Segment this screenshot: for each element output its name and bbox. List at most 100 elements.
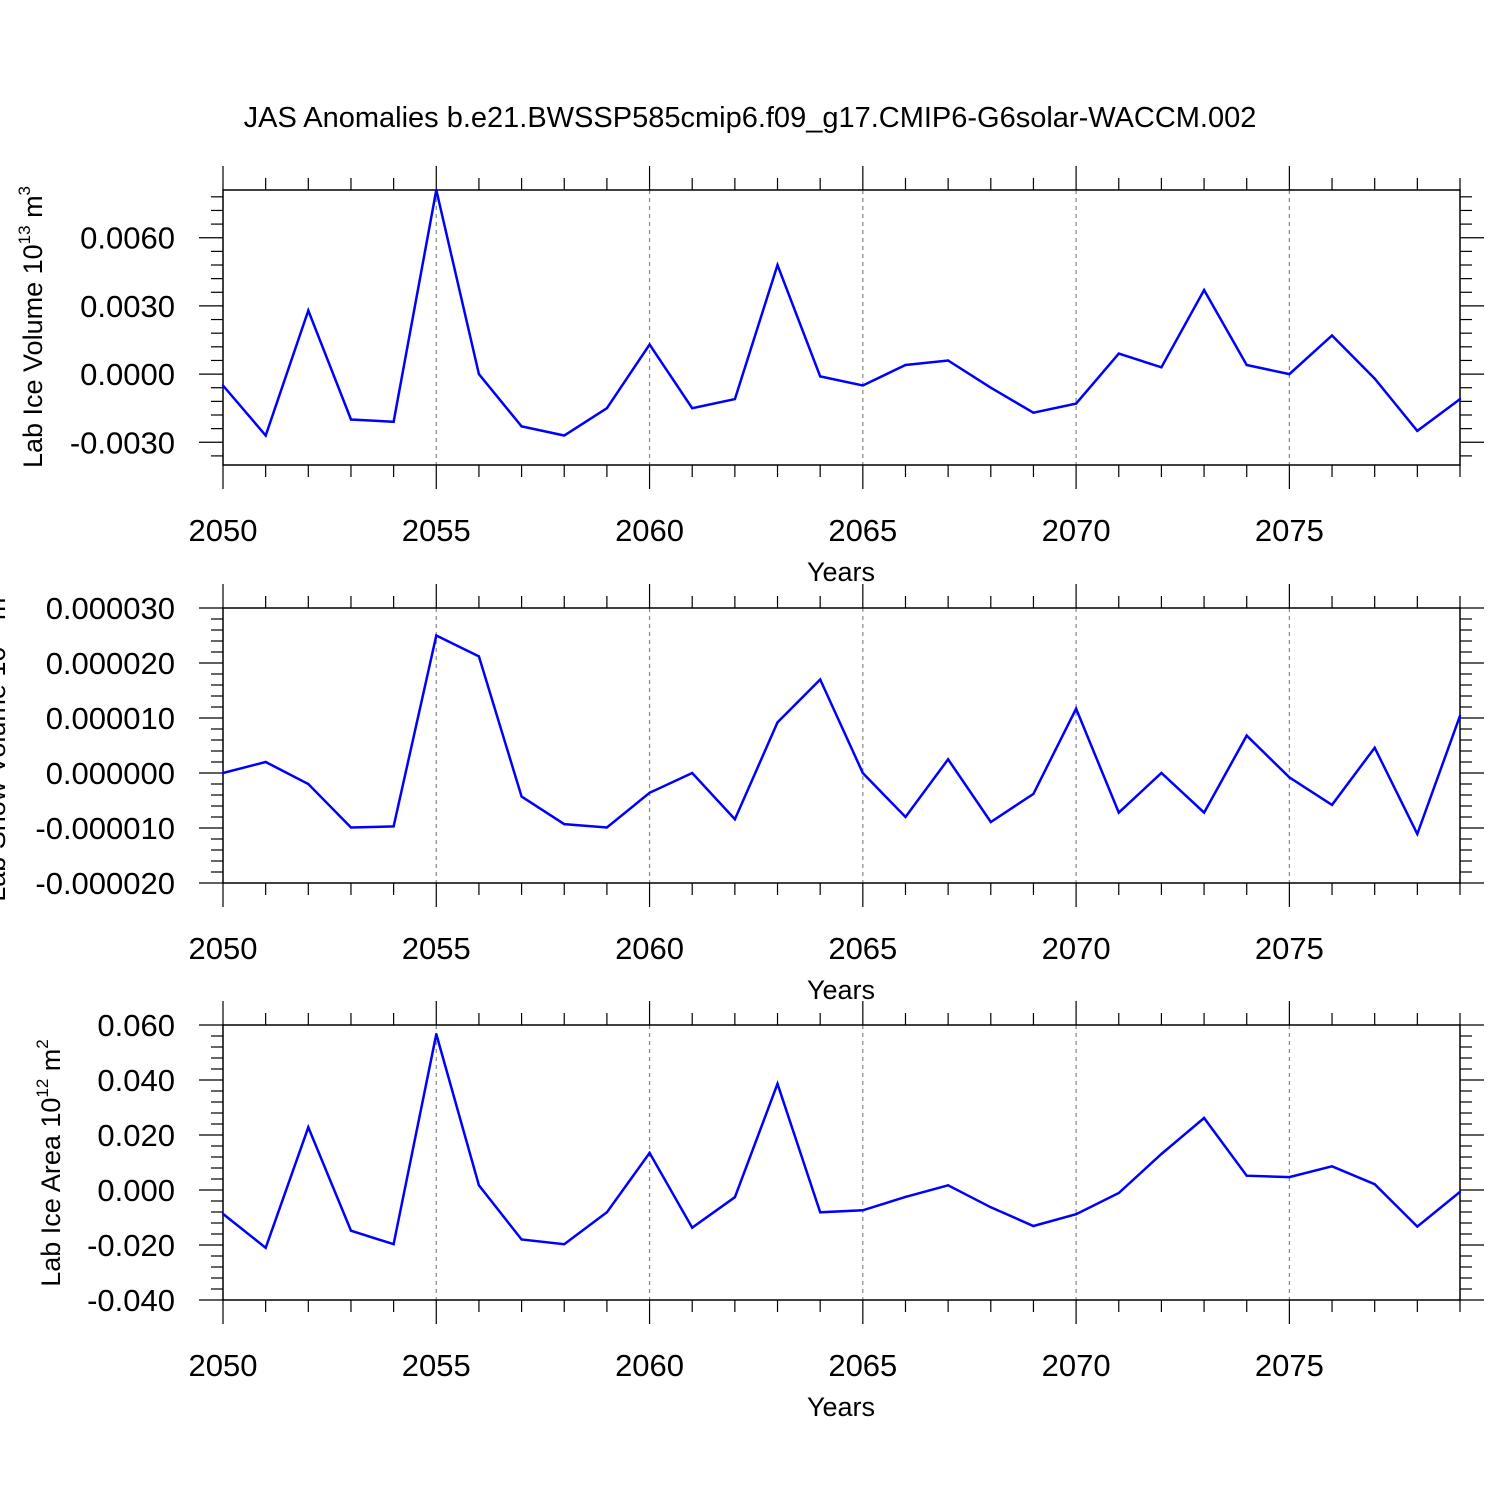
data-point [1458,1190,1462,1194]
data-point [1458,397,1462,401]
data-point [477,655,481,658]
panel-0-major-ticks [199,166,1484,489]
data-point [563,822,566,826]
panel-1-frame [222,607,1461,884]
data-point [605,1211,609,1214]
data-point [776,263,779,267]
ytick-label: 0.000 [97,1173,175,1208]
data-point [1202,288,1206,292]
data-point [1160,771,1163,775]
data-point [989,386,992,389]
xtick-label: 2070 [1042,513,1111,548]
xtick-label: 2070 [1042,1348,1111,1383]
data-point [1288,372,1291,376]
ytick-label: -0.000020 [35,866,175,901]
data-point [435,634,438,637]
data-point [818,1211,822,1214]
data-point [1373,746,1376,749]
panel-1-series-line [222,633,1462,838]
data-point [648,791,651,794]
data-point [1416,429,1419,433]
data-point [1458,714,1462,717]
data-point [818,678,822,681]
data-point [1330,1165,1334,1168]
panel-0-gridlines [435,190,1290,465]
ytick-label: 0.0030 [80,289,175,324]
data-point [349,1229,353,1232]
data-point [1160,366,1163,369]
y-axis-label-unit: m [36,1049,66,1079]
data-point [946,758,950,761]
data-point [1416,1225,1419,1228]
xtick-label: 2050 [189,931,258,966]
data-point [477,1184,481,1187]
panel-2-y-tick-labels: -0.040 -0.020 0.000 0.020 0.040 0.060 [87,1008,175,1318]
y-axis-label-main: Lab Snow Volume 10 [0,647,11,902]
y-axis-label-exponent: 13 [15,225,34,244]
ytick-label: -0.0030 [70,425,175,460]
data-point [989,1206,992,1209]
data-point [904,815,907,819]
data-point [946,1184,950,1187]
data-point [435,1032,438,1036]
panel-2-gridlines [435,1025,1290,1300]
panel-lab-snow-volume: -0.000020 -0.000010 0.000000 0.000010 0.… [0,584,1484,1005]
data-point [307,1126,310,1129]
xtick-label: 2060 [615,1348,684,1383]
data-point [1330,803,1334,807]
panel-2-frame [222,1024,1461,1301]
ytick-label: 0.000000 [46,756,175,791]
data-point [1373,377,1376,380]
data-point [477,372,481,376]
x-axis-label: Years [807,1392,875,1422]
y-axis-label-unit: m [18,195,48,225]
data-point [1373,1183,1376,1186]
data-point [1032,1224,1035,1228]
panel-2-minor-ticks [211,1013,1472,1312]
data-point [349,826,353,829]
data-point [520,425,523,428]
xtick-label: 2065 [828,931,897,966]
y-axis-label-main: Lab Ice Volume 10 [18,244,48,468]
data-point [733,818,737,821]
xtick-label: 2065 [828,513,897,548]
y-axis-label-unit-exponent: 2 [33,1039,52,1048]
data-point [435,188,438,192]
ytick-label: 0.000010 [46,701,175,736]
xtick-label: 2075 [1255,931,1324,966]
ytick-label: 0.060 [97,1008,175,1043]
panel-1-x-tick-labels: 2050 2055 2060 2065 2070 2075 [189,931,1324,966]
data-point [1074,707,1078,710]
data-point [605,826,609,829]
xtick-label: 2050 [189,1348,258,1383]
xtick-label: 2055 [402,931,471,966]
data-point [1330,334,1334,337]
data-point [1245,1174,1248,1177]
x-axis-label: Years [807,557,875,587]
data-point [1160,1152,1163,1156]
panel-0-data-points [221,188,1462,437]
panel-2-x-tick-labels: 2050 2055 2060 2065 2070 2075 [189,1348,1324,1383]
data-point [307,309,310,312]
data-point [221,1212,225,1216]
data-point [1288,776,1291,779]
xtick-label: 2075 [1255,1348,1324,1383]
ytick-label: 0.020 [97,1118,175,1153]
data-point [264,434,267,437]
data-point [989,820,992,824]
data-point [605,406,609,410]
data-point [1117,811,1120,814]
ytick-label: -0.040 [87,1283,175,1318]
data-point [776,1082,779,1086]
xtick-label: 2055 [402,513,471,548]
data-point [818,375,822,378]
data-point [1288,1175,1291,1179]
y-axis-label-unit: m [0,598,11,628]
data-point [861,1209,865,1212]
data-point [392,1242,395,1246]
data-point [392,420,395,424]
xtick-label: 2060 [615,513,684,548]
data-point [733,397,737,401]
ytick-label: 0.040 [97,1063,175,1098]
x-axis-label: Years [807,975,875,1005]
